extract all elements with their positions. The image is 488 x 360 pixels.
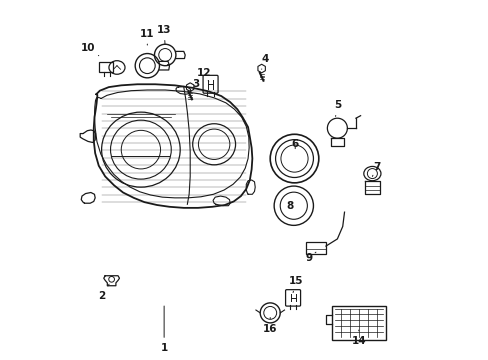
Text: 13: 13 xyxy=(157,25,171,44)
Text: 15: 15 xyxy=(288,276,303,293)
Text: 8: 8 xyxy=(286,201,293,211)
Text: 6: 6 xyxy=(291,139,298,149)
Text: 9: 9 xyxy=(305,252,315,263)
Text: 1: 1 xyxy=(160,306,167,353)
Text: 10: 10 xyxy=(81,43,99,56)
Text: 3: 3 xyxy=(190,78,200,91)
Text: 5: 5 xyxy=(333,100,340,116)
Text: 2: 2 xyxy=(98,284,109,301)
Text: 11: 11 xyxy=(140,28,154,45)
Text: 4: 4 xyxy=(261,54,268,69)
Text: 16: 16 xyxy=(263,318,277,334)
Text: 7: 7 xyxy=(372,162,380,176)
Text: 14: 14 xyxy=(351,330,366,346)
Text: 12: 12 xyxy=(197,68,211,82)
